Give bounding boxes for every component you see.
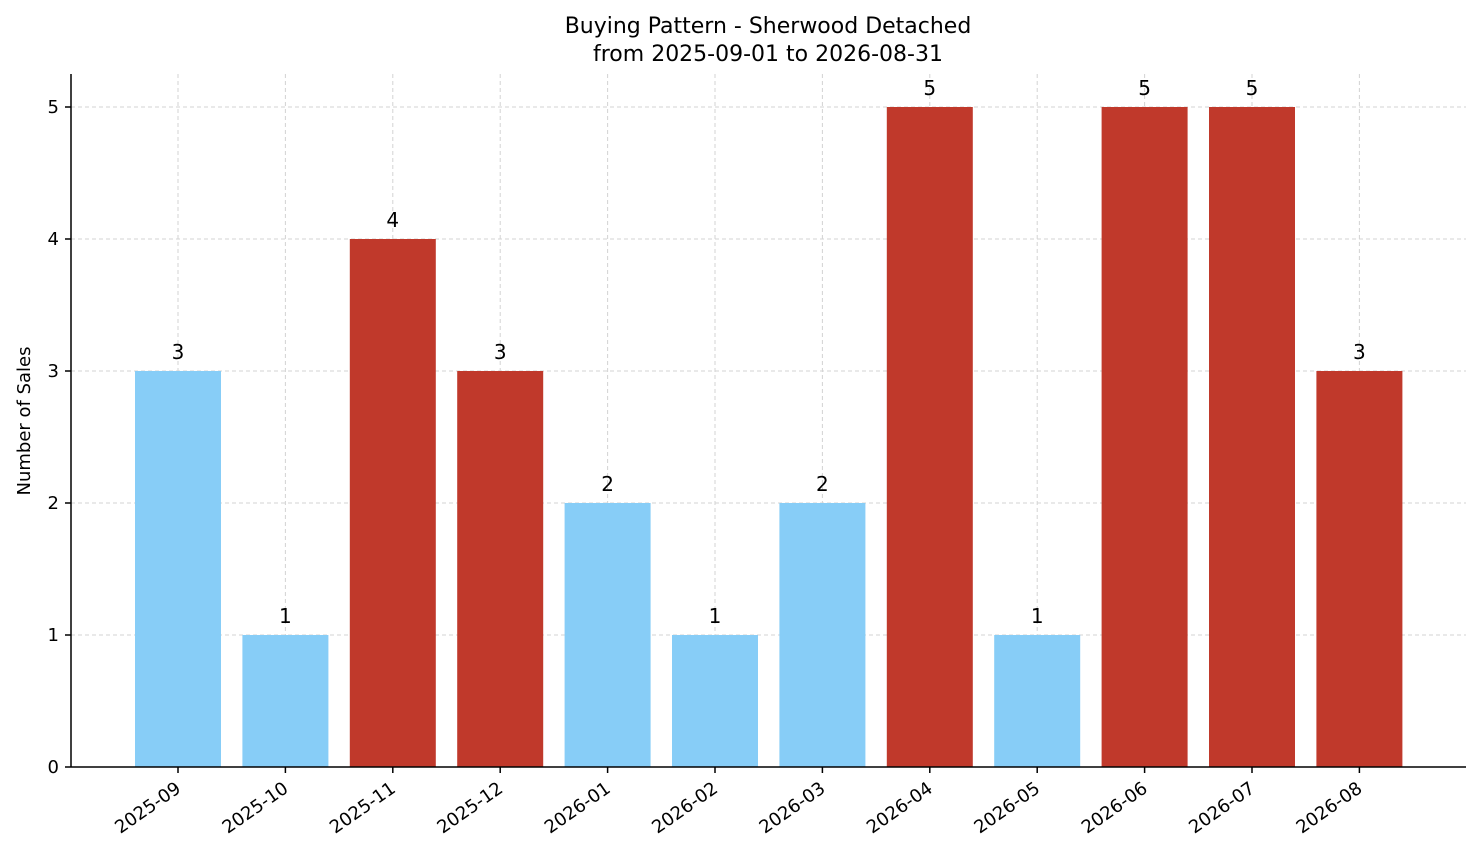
y-tick-label: 0 bbox=[48, 757, 59, 778]
bar-2025-10 bbox=[242, 635, 329, 767]
data-label: 2 bbox=[601, 472, 614, 496]
data-label: 5 bbox=[1246, 76, 1259, 100]
x-tick-label: 2025-10 bbox=[219, 778, 293, 838]
chart-subtitle: from 2025-09-01 to 2026-08-31 bbox=[593, 42, 943, 67]
data-label: 2 bbox=[816, 472, 829, 496]
bar-2026-04 bbox=[886, 107, 973, 767]
x-tick-label: 2026-04 bbox=[863, 778, 937, 838]
bar-2026-01 bbox=[564, 503, 651, 767]
x-tick-label: 2026-03 bbox=[756, 778, 830, 838]
bar-2026-03 bbox=[779, 503, 866, 767]
axes bbox=[65, 74, 1466, 773]
x-tick-label: 2025-12 bbox=[433, 778, 507, 838]
x-tick-label: 2025-11 bbox=[326, 778, 400, 838]
data-label: 3 bbox=[494, 340, 507, 364]
x-tick-label: 2026-01 bbox=[541, 778, 615, 838]
x-tick-label: 2025-09 bbox=[111, 778, 185, 838]
x-tick-label: 2026-06 bbox=[1078, 778, 1152, 838]
bar-2025-09 bbox=[135, 371, 221, 767]
y-tick-label: 5 bbox=[48, 97, 59, 118]
x-tick-label: 2026-02 bbox=[648, 778, 722, 838]
bar-2025-12 bbox=[457, 371, 544, 767]
data-label: 3 bbox=[172, 340, 185, 364]
bar-2026-08 bbox=[1316, 371, 1403, 767]
y-tick-label: 4 bbox=[48, 229, 59, 250]
data-label: 3 bbox=[1353, 340, 1366, 364]
y-axis-label: Number of Sales bbox=[14, 346, 35, 495]
x-tick-label: 2026-08 bbox=[1293, 778, 1367, 838]
bars bbox=[135, 107, 1403, 767]
bar-2026-06 bbox=[1101, 107, 1188, 767]
data-label: 5 bbox=[1138, 76, 1151, 100]
y-tick-label: 1 bbox=[48, 625, 59, 646]
data-label: 5 bbox=[923, 76, 936, 100]
x-tick-label: 2026-07 bbox=[1185, 778, 1259, 838]
data-label: 4 bbox=[386, 208, 399, 232]
x-tick-label: 2026-05 bbox=[970, 778, 1044, 838]
data-label: 1 bbox=[709, 604, 722, 628]
bar-2026-05 bbox=[994, 635, 1081, 767]
chart-title: Buying Pattern - Sherwood Detached bbox=[565, 14, 972, 39]
y-tick-label: 3 bbox=[48, 361, 59, 382]
bar-2026-07 bbox=[1209, 107, 1295, 767]
data-label: 1 bbox=[279, 604, 292, 628]
bar-2026-02 bbox=[672, 635, 758, 767]
bar-2025-11 bbox=[349, 239, 436, 767]
data-label: 1 bbox=[1031, 604, 1044, 628]
y-tick-label: 2 bbox=[48, 493, 59, 514]
